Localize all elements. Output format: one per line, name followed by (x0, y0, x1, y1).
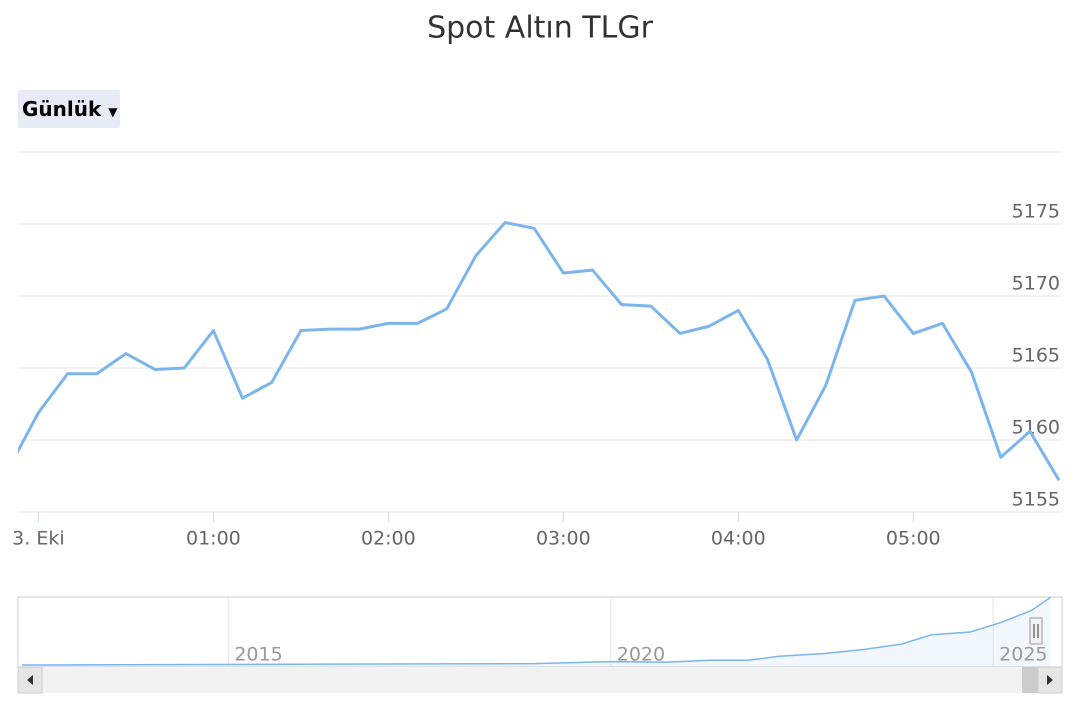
x-tick-label: 01:00 (186, 528, 241, 550)
x-tick-label: 3. Eki (12, 528, 64, 550)
y-tick-label: 5155 (1012, 489, 1060, 511)
scrollbar-thumb[interactable] (1022, 667, 1038, 693)
chart-title: Spot Altın TLGr (427, 11, 654, 46)
y-tick-label: 5165 (1012, 345, 1060, 367)
range-label: Günlük (22, 97, 102, 121)
y-tick-label: 5170 (1012, 273, 1060, 295)
scrollbar-track[interactable] (18, 667, 1062, 693)
handle-grip (1033, 624, 1039, 638)
arrow-left (27, 675, 33, 685)
range-button[interactable]: Günlük ▼ (18, 90, 120, 128)
navigator-line (21, 596, 1051, 666)
x-tick-label: 02:00 (361, 528, 416, 550)
navigator-area (21, 597, 1051, 667)
navigator-handle[interactable] (1029, 617, 1043, 645)
x-tick-label: 03:00 (536, 528, 591, 550)
navigator-tick-label: 2020 (617, 644, 665, 666)
arrow-right (1047, 675, 1053, 685)
caret: ▼ (108, 105, 118, 119)
x-tick-label: 05:00 (886, 528, 941, 550)
y-tick-label: 5175 (1012, 201, 1060, 223)
x-tick-label: 04:00 (711, 528, 766, 550)
data-line (18, 221, 1061, 482)
navigator-tick-label: 2015 (234, 644, 282, 666)
y-tick-label: 5160 (1012, 417, 1060, 439)
navigator-tick-label: 2025 (999, 644, 1047, 666)
